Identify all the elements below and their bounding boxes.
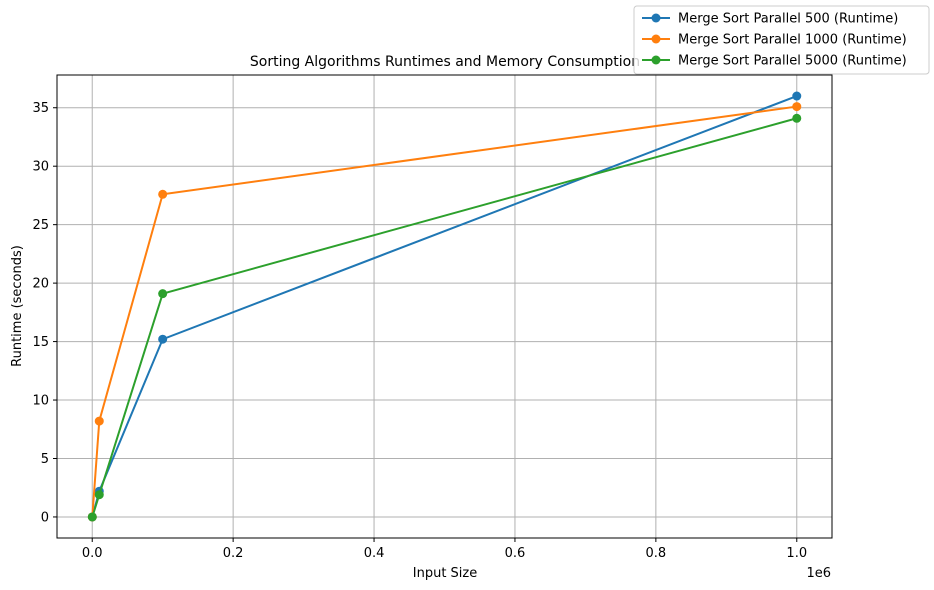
x-tick-label: 0.2 xyxy=(223,546,244,561)
x-tick-label: 1.0 xyxy=(786,546,807,561)
plot-frame xyxy=(56,74,833,539)
legend-marker xyxy=(651,34,661,44)
y-tick-label: 35 xyxy=(32,101,49,116)
series-line-2 xyxy=(91,105,797,518)
legend-label: Merge Sort Parallel 5000 (Runtime) xyxy=(678,54,907,69)
grid xyxy=(57,75,832,538)
series-lines xyxy=(87,91,802,522)
chart-title: Sorting Algorithms Runtimes and Memory C… xyxy=(250,54,640,70)
data-point xyxy=(792,113,802,123)
data-point xyxy=(158,289,168,299)
y-tick-label: 5 xyxy=(41,452,49,467)
y-tick-label: 10 xyxy=(32,394,49,409)
axes: 0.0 0.2 0.4 0.6 0.8 1.0 0 5 10 15 20 25 30 35 xyxy=(32,101,807,561)
x-tick-label: 0.4 xyxy=(364,546,385,561)
y-tick-label: 25 xyxy=(32,218,49,233)
data-point xyxy=(87,512,97,522)
x-axis-label: Input Size xyxy=(413,566,477,581)
y-tick-label: 20 xyxy=(32,277,49,292)
y-tick-label: 0 xyxy=(41,510,49,525)
legend-box xyxy=(633,5,930,75)
data-point xyxy=(792,91,802,101)
series-line-3 xyxy=(91,117,798,518)
x-tick-label: 0.6 xyxy=(505,546,526,561)
legend-label: Merge Sort Parallel 1000 (Runtime) xyxy=(678,33,907,48)
x-tick-label: 0.0 xyxy=(82,546,103,561)
x-axis-offset-label: 1e6 xyxy=(806,566,831,581)
series-line-1 xyxy=(91,95,798,518)
data-point xyxy=(158,189,168,199)
legend-marker xyxy=(651,55,661,65)
legend: Merge Sort Parallel 500 (Runtime) Merge S… xyxy=(633,5,930,75)
y-tick-label: 30 xyxy=(32,160,49,175)
data-point xyxy=(792,102,802,112)
data-point xyxy=(94,416,104,426)
y-axis-label: Runtime (seconds) xyxy=(10,245,25,367)
y-tick-label: 15 xyxy=(32,335,49,350)
data-point xyxy=(94,490,104,500)
legend-label: Merge Sort Parallel 500 (Runtime) xyxy=(678,12,898,27)
x-tick-label: 0.8 xyxy=(646,546,667,561)
data-point xyxy=(158,334,168,344)
legend-marker xyxy=(651,13,661,23)
